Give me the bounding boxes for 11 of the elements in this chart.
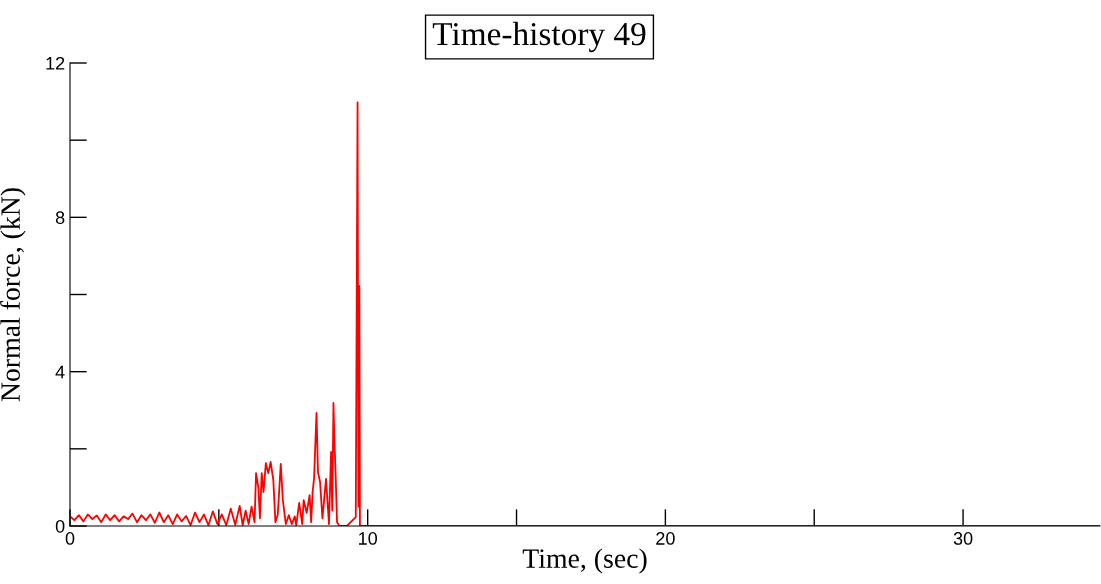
y-axis-title: Normal force, (kN) [0, 188, 26, 402]
x-tick-label: 30 [953, 532, 973, 545]
x-tick-label: 10 [359, 532, 378, 545]
y-tick-label: 12 [46, 56, 65, 70]
y-tick-label: 0 [55, 519, 65, 533]
x-tick-label: 20 [656, 532, 675, 545]
x-axis-title: Time, (sec) [522, 548, 647, 574]
y-tick-label: 4 [55, 365, 65, 379]
x-tick-label: 0 [65, 532, 75, 545]
y-tick-label: 8 [55, 211, 65, 225]
chart-title: Time-history 49 [432, 21, 646, 53]
